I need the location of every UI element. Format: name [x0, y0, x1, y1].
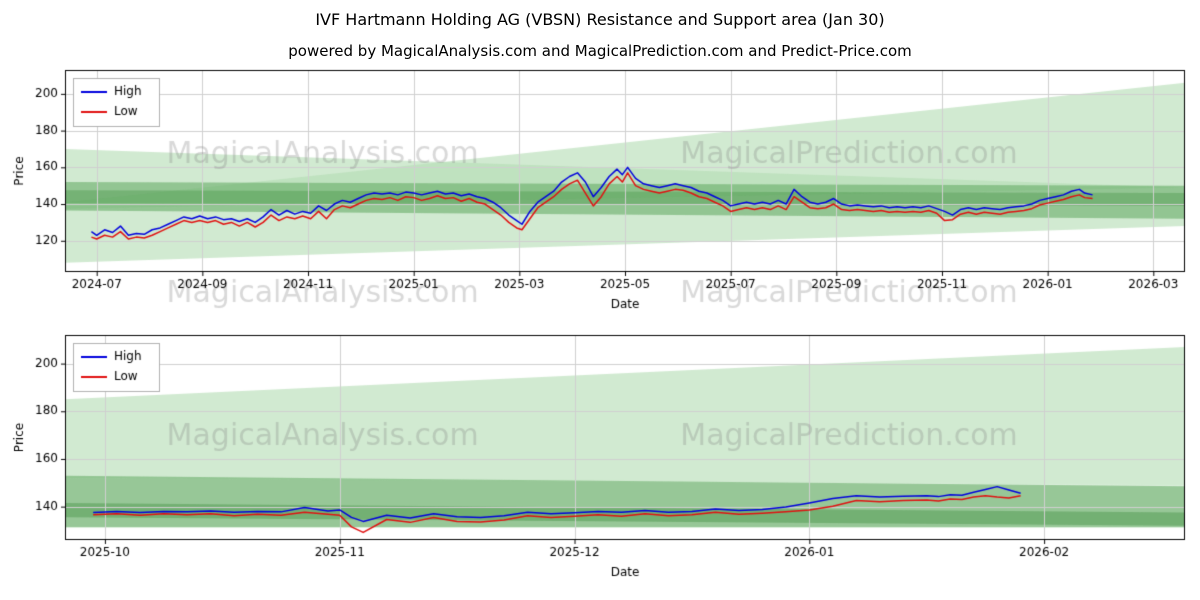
price-chart-canvas — [0, 0, 1200, 600]
figure: IVF Hartmann Holding AG (VBSN) Resistanc… — [0, 0, 1200, 600]
